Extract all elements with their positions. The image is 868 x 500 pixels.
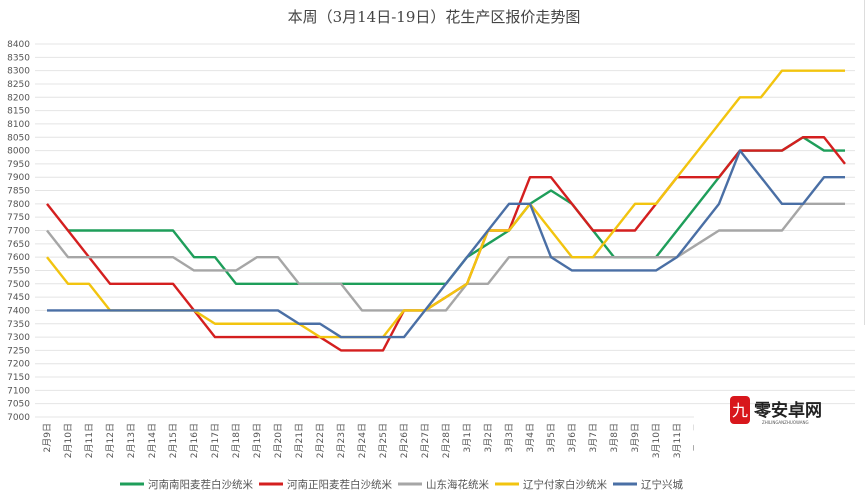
y-tick-label: 7450	[7, 293, 30, 303]
y-tick-label: 7000	[7, 413, 30, 423]
y-tick-label: 8050	[7, 133, 30, 143]
legend-label: 河南正阳麦茬白沙统米	[287, 478, 392, 491]
x-tick-label: 2月12日	[105, 423, 116, 458]
x-tick-label: 2月26日	[399, 423, 410, 458]
series-line	[46, 202, 845, 312]
x-tick-label: 3月11日	[672, 423, 683, 458]
y-tick-label: 7550	[7, 266, 30, 276]
y-tick-label: 7150	[7, 373, 30, 383]
legend: 河南南阳麦茬白沙统米 河南正阳麦茬白沙统米 山东海花统米 辽宁付家白沙统米 辽宁兴城	[120, 478, 683, 491]
legend-label: 辽宁兴城	[641, 478, 683, 491]
x-tick-label: 3月2日	[483, 423, 494, 452]
y-tick-label: 8100	[7, 120, 30, 130]
y-tick-label: 7750	[7, 213, 30, 223]
y-tick-label: 8350	[7, 53, 30, 63]
legend-label: 辽宁付家白沙统米	[523, 478, 607, 491]
watermark-logo: 九 零安卓网 ZHILINGANZHUOWANG	[730, 396, 822, 425]
y-tick-label: 7900	[7, 173, 30, 183]
x-tick-label: 3月4日	[525, 423, 536, 452]
series-lines	[46, 69, 846, 352]
y-tick-label: 7200	[7, 360, 30, 370]
svg-text:零安卓网: 零安卓网	[753, 400, 822, 421]
x-tick-label: 3月1日	[462, 423, 473, 452]
x-axis: 2月9日 2月10日 2月11日 2月12日 2月13日 2月14日 2月15日 2月16日 2…	[42, 423, 704, 458]
x-tick-label: 2月10日	[63, 423, 74, 458]
x-tick-label: 2月16日	[189, 423, 200, 458]
legend-label: 山东海花统米	[426, 478, 489, 491]
y-tick-label: 7300	[7, 333, 30, 343]
frame-border	[864, 0, 865, 325]
x-tick-label: 2月22日	[315, 423, 326, 458]
y-tick-label: 7400	[7, 306, 30, 316]
x-tick-label: 2月13日	[126, 423, 137, 458]
legend-label: 河南南阳麦茬白沙统米	[148, 478, 253, 491]
y-tick-label: 7850	[7, 187, 30, 197]
series-line	[47, 149, 845, 339]
x-tick-label: 2月18日	[231, 423, 242, 458]
x-tick-label: 2月20日	[273, 423, 284, 458]
x-tick-label: 3月8日	[609, 423, 620, 452]
cover-box	[694, 413, 868, 500]
y-tick-label: 7050	[7, 400, 30, 410]
x-tick-label: 3月10日	[651, 423, 662, 458]
x-tick-label: 2月24日	[357, 423, 368, 458]
y-axis: 7000 7050 7100 7150 7200 7250 7300 7350 7400 7450…	[7, 40, 30, 423]
y-tick-label: 8300	[7, 67, 30, 77]
chart-title: 本周（3月14日-19日）花生产区报价走势图	[288, 8, 581, 26]
y-tick-label: 7600	[7, 253, 30, 263]
x-tick-label: 2月19日	[252, 423, 263, 458]
x-tick-label: 2月27日	[420, 423, 431, 458]
y-tick-label: 7350	[7, 320, 30, 330]
y-tick-label: 7100	[7, 386, 30, 396]
y-tick-label: 7700	[7, 227, 30, 237]
svg-text:九: 九	[732, 401, 748, 420]
y-tick-label: 7250	[7, 346, 30, 356]
x-tick-label: 2月15日	[168, 423, 179, 458]
x-tick-label: 2月9日	[42, 423, 53, 452]
y-tick-label: 8400	[7, 40, 30, 50]
x-tick-label: 2月23日	[336, 423, 347, 458]
x-tick-label: 3月9日	[630, 423, 641, 452]
x-tick-label: 2月11日	[84, 423, 95, 458]
y-tick-label: 7650	[7, 240, 30, 250]
y-tick-label: 7800	[7, 200, 30, 210]
x-tick-label: 2月14日	[147, 423, 158, 458]
x-tick-label: 3月3日	[504, 423, 515, 452]
series-line	[68, 136, 845, 285]
x-tick-label: 2月21日	[294, 423, 305, 458]
svg-text:ZHILINGANZHUOWANG: ZHILINGANZHUOWANG	[762, 420, 809, 425]
y-tick-label: 8200	[7, 93, 30, 103]
x-tick-label: 2月25日	[378, 423, 389, 458]
y-tick-label: 8150	[7, 107, 30, 117]
x-tick-label: 3月7日	[588, 423, 599, 452]
x-tick-label: 2月28日	[441, 423, 452, 458]
x-tick-label: 2月17日	[210, 423, 221, 458]
x-tick-label: 3月6日	[567, 423, 578, 452]
y-tick-label: 8000	[7, 147, 30, 157]
y-tick-label: 7950	[7, 160, 30, 170]
y-tick-label: 7500	[7, 280, 30, 290]
y-tick-label: 8250	[7, 80, 30, 90]
x-tick-label: 3月5日	[546, 423, 557, 452]
